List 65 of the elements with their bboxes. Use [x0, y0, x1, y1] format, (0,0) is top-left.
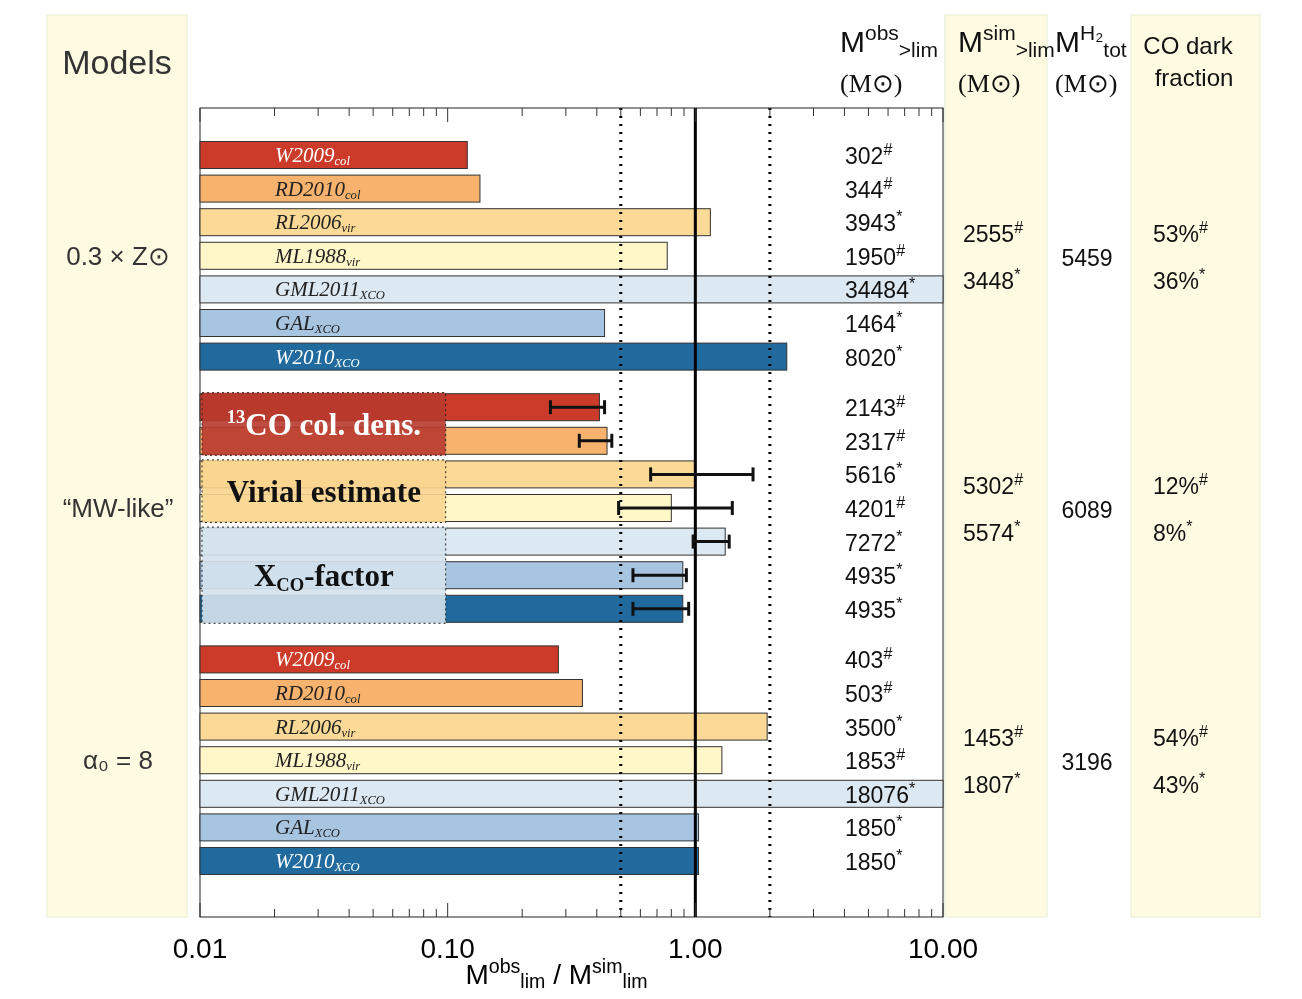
- text: (M⊙): [840, 69, 903, 98]
- y-tick-label: GAL$_{XCO}$: [275, 815, 340, 841]
- annotation: 4935$^{*}$: [845, 593, 904, 623]
- y-tick-label: W2009$_{col}$: [275, 143, 351, 169]
- text: 36%$^{*}$: [1153, 264, 1207, 294]
- annotation: 3500$^{*}$: [845, 711, 904, 741]
- annotation: 1850$^{*}$: [845, 845, 904, 875]
- y-tick-label: GML2011$_{XCO}$: [275, 277, 385, 303]
- text: 12%$^{#}$: [1153, 469, 1209, 499]
- y-tick-label: RL2006$_{vir}$: [274, 210, 356, 236]
- annotation: 2317$^{#}$: [845, 425, 906, 455]
- annotation: 2143$^{#}$: [845, 392, 906, 422]
- text: (M⊙): [1055, 69, 1118, 98]
- annotation: 1464$^{*}$: [845, 307, 904, 337]
- annotation: 403$^{#}$: [845, 644, 893, 674]
- text: 5302$^{#}$: [963, 469, 1024, 499]
- text: CO dark: [1143, 32, 1234, 59]
- y-tick-label: ML1988$_{vir}$: [274, 243, 361, 270]
- y-tick-label: RD2010$_{col}$: [274, 681, 361, 707]
- annotation: 503$^{#}$: [845, 677, 893, 707]
- text: 3448$^{*}$: [963, 264, 1022, 294]
- annotation: $^{13}$CO col. dens.: [226, 405, 421, 442]
- annotation: 34484$^{*}$: [845, 274, 916, 304]
- annotation: 7272$^{*}$: [845, 526, 904, 556]
- text: 3196: [1061, 749, 1113, 776]
- text: “MW-like”: [62, 493, 174, 523]
- annotation: 18076$^{*}$: [845, 778, 916, 808]
- annotation: 8020$^{*}$: [845, 341, 904, 371]
- annotation: 344$^{#}$: [845, 173, 893, 203]
- text: 0.3 × Z⊙: [66, 240, 170, 271]
- annotation: 4201$^{#}$: [845, 492, 906, 522]
- text: 1453$^{#}$: [963, 722, 1024, 752]
- text: 8%$^{*}$: [1153, 516, 1194, 546]
- annotation: Virial estimate: [226, 474, 421, 510]
- annotation: 1850$^{*}$: [845, 812, 904, 842]
- text: 43%$^{*}$: [1153, 769, 1207, 799]
- annotation: 1950$^{#}$: [845, 240, 906, 270]
- text: 5574$^{*}$: [963, 516, 1022, 546]
- y-tick-label: RD2010$_{col}$: [274, 176, 361, 202]
- text: (M⊙): [958, 69, 1021, 98]
- y-tick-label: RL2006$_{vir}$: [274, 714, 356, 740]
- y-tick-label: W2009$_{col}$: [275, 647, 351, 673]
- annotation: 3943$^{*}$: [845, 207, 904, 237]
- text: 1807$^{*}$: [963, 769, 1022, 799]
- annotation: 4935$^{*}$: [845, 560, 904, 590]
- y-tick-label: GAL$_{XCO}$: [275, 311, 340, 337]
- y-tick-label: ML1988$_{vir}$: [274, 748, 361, 774]
- annotation: X$_{CO}$-factor: [253, 558, 394, 596]
- y-tick-label: W2010$_{XCO}$: [275, 849, 360, 875]
- x-tick-label: 10.00: [907, 933, 979, 964]
- annotation: 302$^{#}$: [845, 139, 893, 169]
- x-tick-label: 0.01: [172, 933, 228, 964]
- text: 2555$^{#}$: [963, 217, 1024, 247]
- text: 5459: [1061, 244, 1113, 271]
- annotation: 1853$^{#}$: [845, 745, 906, 775]
- text: 54%$^{#}$: [1153, 722, 1209, 752]
- text: 53%$^{#}$: [1153, 217, 1209, 247]
- annotation: 5616$^{*}$: [845, 459, 904, 489]
- text: fraction: [1154, 64, 1234, 91]
- y-tick-label: W2010$_{XCO}$: [275, 344, 360, 370]
- text: Models: [62, 43, 172, 81]
- x-tick-label: 1.00: [668, 933, 723, 964]
- text: α₀ = 8: [83, 745, 153, 776]
- text: 6089: [1061, 497, 1113, 523]
- y-tick-label: GML2011$_{XCO}$: [275, 781, 385, 808]
